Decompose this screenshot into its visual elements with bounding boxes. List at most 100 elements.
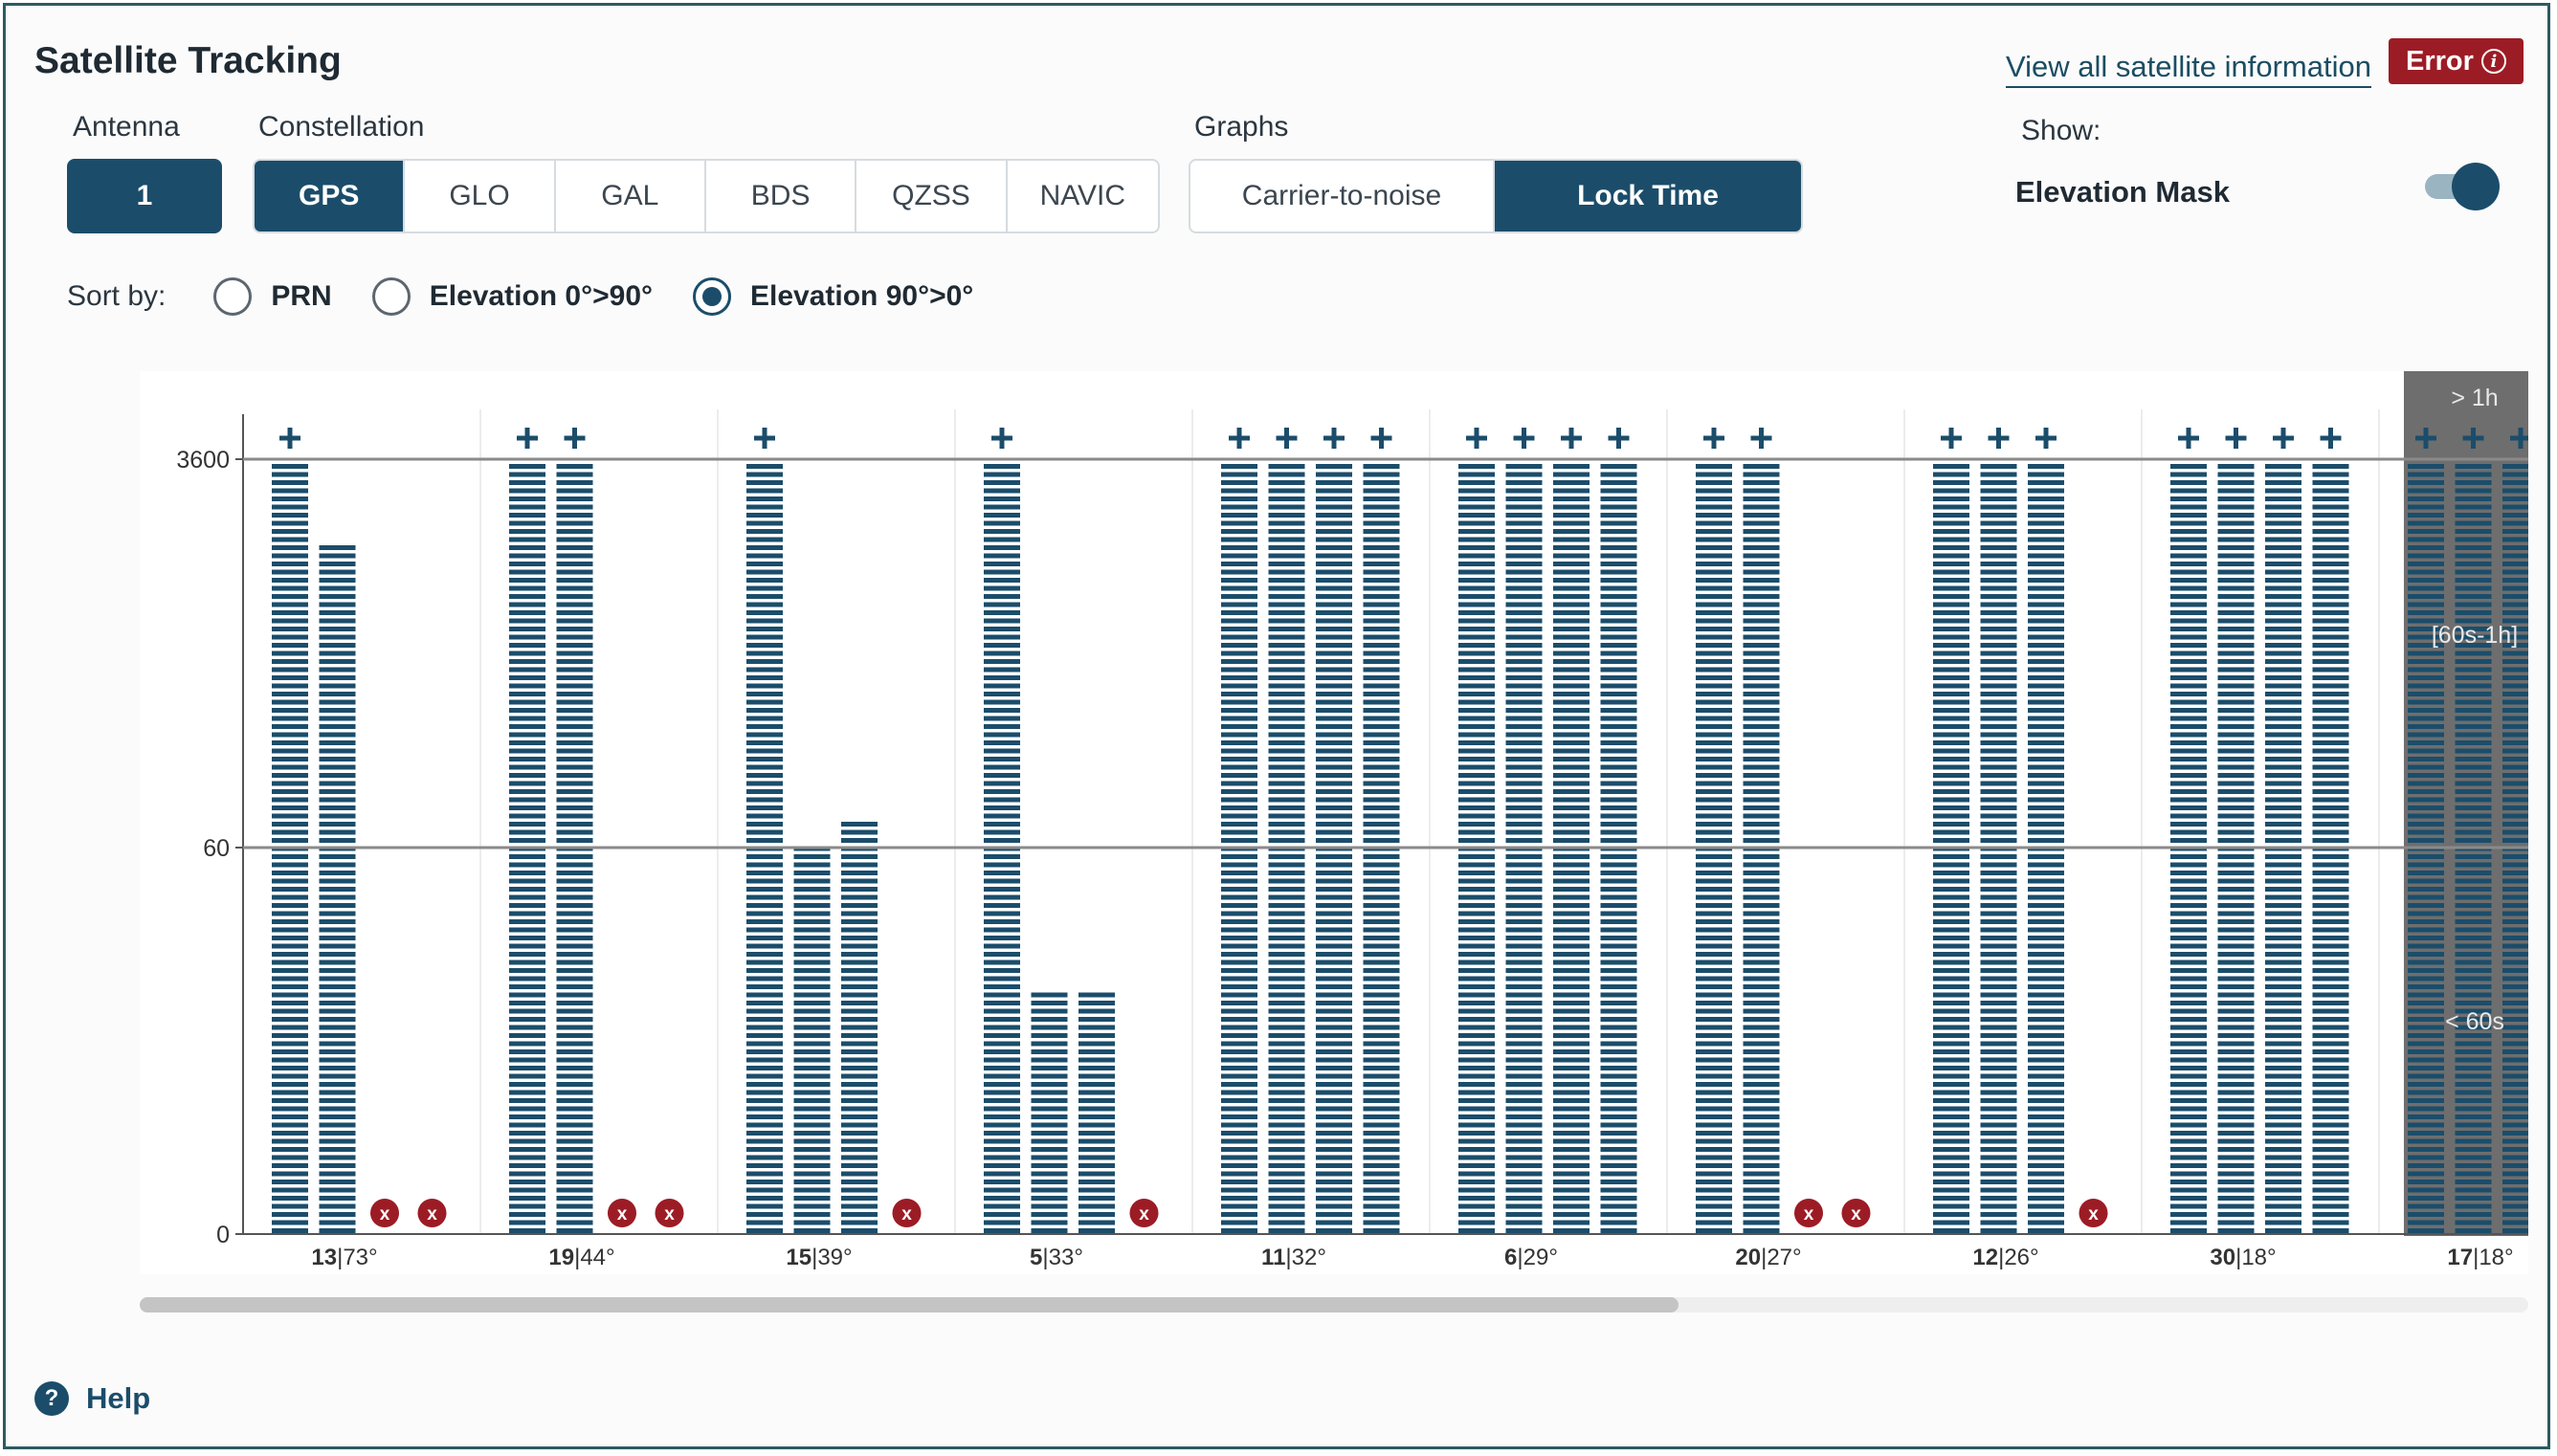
constellation-bds[interactable]: BDS [706,161,857,232]
lock-time-bar-segment [746,578,783,583]
lock-time-bar-segment [2312,952,2349,957]
lock-time-bar-segment [2312,968,2349,973]
constellation-gal[interactable]: GAL [556,161,706,232]
help-link[interactable]: ? Help [34,1381,150,1416]
lock-time-bar-segment [1600,529,1637,534]
lock-time-bar-segment [1031,1228,1068,1233]
lock-time-bar-segment [1316,822,1352,827]
lock-time-bar-segment [2170,805,2207,810]
lock-time-bar-segment [1980,829,2017,835]
lock-time-bar-segment [1980,805,2017,810]
lock-time-bar-segment [2312,1033,2349,1038]
sort-elevation-asc-radio[interactable]: Elevation 0°>90° [371,277,653,316]
chart-horizontal-scrollbar[interactable] [140,1297,2528,1313]
lock-time-bar-segment [2170,1187,2207,1193]
lock-time-bar-segment [1696,789,1732,794]
lock-time-bar-segment [2028,887,2064,892]
lock-time-bar-segment [2502,488,2539,494]
scrollbar-thumb[interactable] [140,1297,1679,1313]
graph-carrier-to-noise[interactable]: Carrier-to-noise [1190,161,1495,232]
lock-time-bar-segment [1980,1049,2017,1054]
lock-time-bar-segment [556,520,593,526]
constellation-gps[interactable]: GPS [255,161,406,232]
lock-time-bar-segment [2265,585,2301,591]
lock-time-bar-segment [272,634,308,640]
graph-lock-time[interactable]: Lock Time [1495,161,1801,232]
lock-time-bar-segment [793,1001,831,1005]
lock-time-bar-segment [1933,537,1969,542]
lock-time-bar-segment [1933,862,1969,868]
lock-time-bar-segment [556,667,593,673]
lock-time-bar-segment [746,545,783,550]
lock-time-bar-segment [1980,732,2017,738]
lock-time-bar-segment [1980,1090,2017,1095]
lock-time-bar-segment [2170,943,2207,949]
lock-time-bar-segment [319,1057,356,1063]
sort-prn-radio[interactable]: PRN [213,277,332,316]
lock-time-bar-segment [1980,1008,2017,1014]
lock-time-bar-segment [1600,1163,1637,1168]
elevation-mask-toggle[interactable] [2425,163,2500,210]
lock-time-bar-segment [2170,659,2207,664]
lock-time-bar-segment [2455,1155,2492,1160]
lock-time-bar-segment [2408,952,2444,957]
lock-time-bar-segment [746,887,783,892]
constellation-navic[interactable]: NAVIC [1039,180,1126,211]
lock-time-bar-segment [319,781,356,786]
lock-time-bar-segment [2312,878,2349,884]
lock-time-bar-segment [2265,764,2301,770]
constellation-glo[interactable]: GLO [405,161,556,232]
lock-time-bar-segment [2265,545,2301,550]
lock-time-bar-segment [1268,943,1305,949]
lock-time-bar-segment [1221,903,1257,908]
lock-time-bar-segment [746,1025,783,1030]
lock-time-bar-segment [556,464,593,469]
lock-time-bar-segment [1458,1131,1495,1136]
lock-time-bar-segment [1268,1114,1305,1119]
lock-time-bar-segment [2455,699,2492,705]
lock-time-bar-segment [2265,797,2301,803]
lock-time-bar-segment [1933,724,1969,729]
lock-time-bar-segment [2312,838,2349,843]
y-tick-label: 60 [203,835,230,862]
lock-time-bar-segment [319,952,356,957]
lock-time-bar-segment [1505,854,1543,859]
lock-time-bar-segment [1696,887,1732,892]
lock-time-bar-segment [2265,1114,2301,1119]
lock-time-bar-segment [1316,1131,1352,1136]
sort-elevation-desc-radio[interactable]: Elevation 90°>0° [693,277,973,316]
view-all-satellite-info-link[interactable]: View all satellite information [2006,50,2371,88]
lock-time-bar-segment [272,813,308,819]
lock-time-bar-segment [2502,683,2539,689]
lock-time-bar-segment [984,675,1020,680]
lock-time-bar-segment [556,1163,593,1168]
lock-time-bar-segment [1933,960,1969,965]
lock-time-bar-segment [2408,1033,2444,1038]
lock-time-bar-segment [1933,699,1969,705]
lock-time-bar-segment [1933,496,1969,501]
lock-time-bar-segment [2028,829,2064,835]
lock-time-bar-segment [1505,1106,1543,1112]
lock-time-bar-segment [2028,553,2064,559]
lock-time-bar-segment [1221,659,1257,664]
lock-time-bar-segment [1363,952,1400,957]
lock-time-bar-segment [1696,569,1732,575]
lock-time-bar-segment [319,943,356,949]
lock-time-bar-segment [2217,813,2255,819]
lock-time-bar-segment [1743,894,1780,900]
constellation-qzss[interactable]: QZSS [856,161,1008,232]
lock-time-bar-segment [1696,553,1732,559]
error-status-badge[interactable]: Error i [2389,38,2524,84]
lock-time-bar-segment [1743,1228,1780,1233]
lock-time-bar-segment [2408,764,2444,770]
lock-time-bar-segment [556,960,593,965]
lock-time-bar-segment [2028,618,2064,624]
y-tick-label: 0 [216,1222,230,1248]
lock-time-bar-segment [2265,488,2301,494]
lock-time-bar-segment [2170,496,2207,501]
lock-time-bar-segment [746,764,783,770]
lock-time-bar-segment [1221,618,1257,624]
lock-time-bar-segment [1696,976,1732,982]
lock-time-bar-segment [793,1090,831,1095]
antenna-select-button[interactable]: 1 [67,159,222,233]
